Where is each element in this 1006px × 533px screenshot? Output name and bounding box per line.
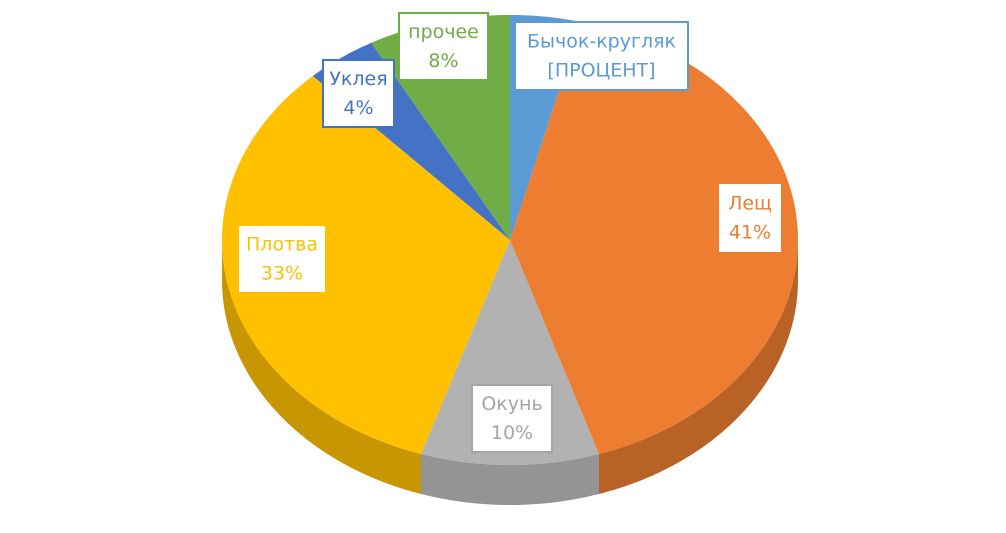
data-label-value: 33%: [261, 263, 303, 285]
data-label-name: Лещ: [728, 193, 772, 215]
data-label-name: прочее: [408, 21, 479, 43]
pie-slice-side: [421, 453, 599, 505]
data-label-name: Окунь: [481, 393, 542, 415]
pie-slice-side: [222, 240, 422, 494]
pie-slice-side: [598, 240, 798, 494]
data-label: Уклея 4%: [322, 59, 395, 128]
data-label-name: Бычок-кругляк: [527, 31, 676, 53]
data-label-box: [514, 21, 689, 91]
pie-slice: [510, 22, 798, 454]
data-label-name: Плотва: [246, 234, 318, 256]
data-label-value: 4%: [343, 97, 373, 119]
data-label: прочее 8%: [398, 12, 489, 81]
data-label: Плотва 33%: [237, 224, 327, 294]
pie-slice: [421, 240, 599, 465]
data-label: Окунь 10%: [471, 384, 553, 453]
data-label: Бычок-кругляк [ПРОЦЕНТ]: [514, 21, 689, 91]
data-label-value: 41%: [729, 222, 771, 244]
data-label-box: [322, 59, 395, 128]
data-label-name: Уклея: [329, 68, 387, 90]
data-label-box: [398, 12, 489, 81]
data-label-box: [471, 384, 553, 453]
pie-slice: [222, 75, 510, 454]
data-label-value: 10%: [491, 422, 533, 444]
data-label-box: [237, 224, 327, 294]
data-label-value: [ПРОЦЕНТ]: [547, 60, 655, 82]
data-label-value: 8%: [428, 50, 458, 72]
data-label: Лещ 41%: [717, 182, 783, 254]
data-label-box: [717, 182, 783, 254]
